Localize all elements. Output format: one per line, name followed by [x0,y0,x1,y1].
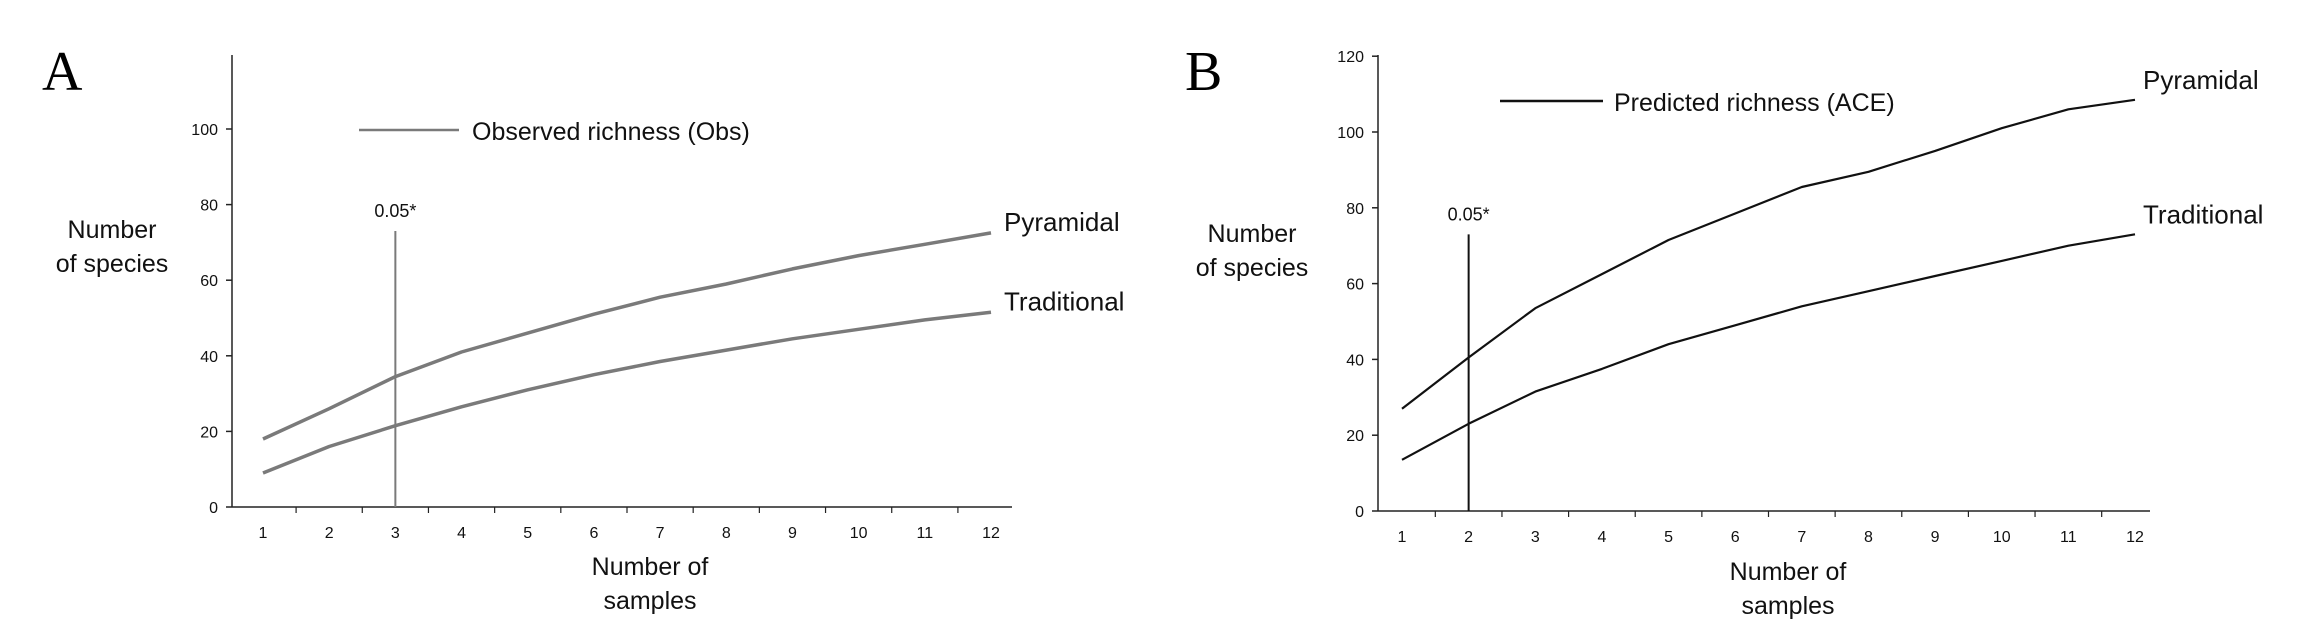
y-tick-label: 20 [1346,428,1364,445]
y-axis-title: Number of species [1196,220,1309,282]
y-tick-label: 0 [209,500,218,517]
x-tick-label: 12 [982,525,1000,542]
x-tick-label: 8 [1864,529,1873,546]
series-label-traditional: Traditional [1004,286,1124,316]
series-line-traditional [1401,233,2136,461]
x-tick-label: 6 [1731,529,1740,546]
significance-label: 0.05* [1448,204,1490,224]
x-axis-title: Number of samples [1730,558,1847,620]
x-tick-label: 11 [2060,529,2077,546]
x-tick-label: 9 [788,525,797,542]
y-tick-label: 80 [1346,201,1364,218]
legend-label: Observed richness (Obs) [472,118,750,146]
significance-label: 0.05* [374,201,416,221]
x-tick-label: 7 [656,525,665,542]
x-tick-label: 1 [259,525,268,542]
y-tick-label: 60 [200,273,218,290]
y-tick-label: 40 [1346,352,1364,369]
y-tick-label: 60 [1346,277,1364,294]
x-tick-label: 2 [1464,529,1473,546]
x-tick-label: 3 [1531,529,1540,546]
x-tick-label: 3 [391,525,400,542]
x-tick-label: 1 [1398,529,1407,546]
x-tick-label: 4 [457,525,466,542]
y-tick-label: 100 [191,122,218,139]
x-tick-label: 10 [1993,529,2011,546]
y-tick-label: 100 [1337,125,1364,142]
x-tick-label: 12 [2126,529,2144,546]
series-label-traditional: Traditional [2143,199,2263,229]
y-axis-title: Number of species [56,216,169,278]
series-label-pyramidal: Pyramidal [2143,65,2259,95]
panel-letter: B [1185,41,1222,103]
x-tick-label: 6 [589,525,598,542]
x-tick-label: 11 [917,525,934,542]
panel-letter: A [42,41,83,103]
x-tick-label: 7 [1797,529,1806,546]
y-tick-label: 20 [200,424,218,441]
y-tick-label: 120 [1337,49,1364,66]
x-tick-label: 5 [523,525,532,542]
x-tick-label: 9 [1931,529,1940,546]
y-tick-label: 0 [1355,504,1364,521]
y-tick-label: 80 [200,198,218,215]
x-tick-label: 8 [722,525,731,542]
series-line-traditional [262,310,992,475]
series-line-pyramidal [262,231,992,441]
legend-label: Predicted richness (ACE) [1614,89,1895,117]
series-label-pyramidal: Pyramidal [1004,207,1120,237]
x-tick-label: 4 [1597,529,1606,546]
x-tick-label: 5 [1664,529,1673,546]
x-axis-title: Number of samples [592,553,709,615]
y-tick-label: 40 [200,349,218,366]
x-tick-label: 2 [325,525,334,542]
x-tick-label: 10 [850,525,868,542]
series-line-pyramidal [1401,98,2136,410]
